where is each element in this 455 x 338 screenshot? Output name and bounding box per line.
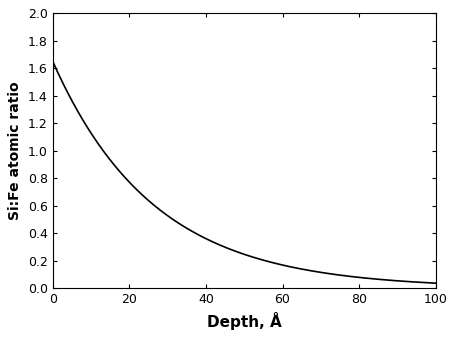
Y-axis label: Si:Fe atomic ratio: Si:Fe atomic ratio: [8, 81, 22, 220]
X-axis label: Depth, Å: Depth, Å: [207, 312, 281, 330]
